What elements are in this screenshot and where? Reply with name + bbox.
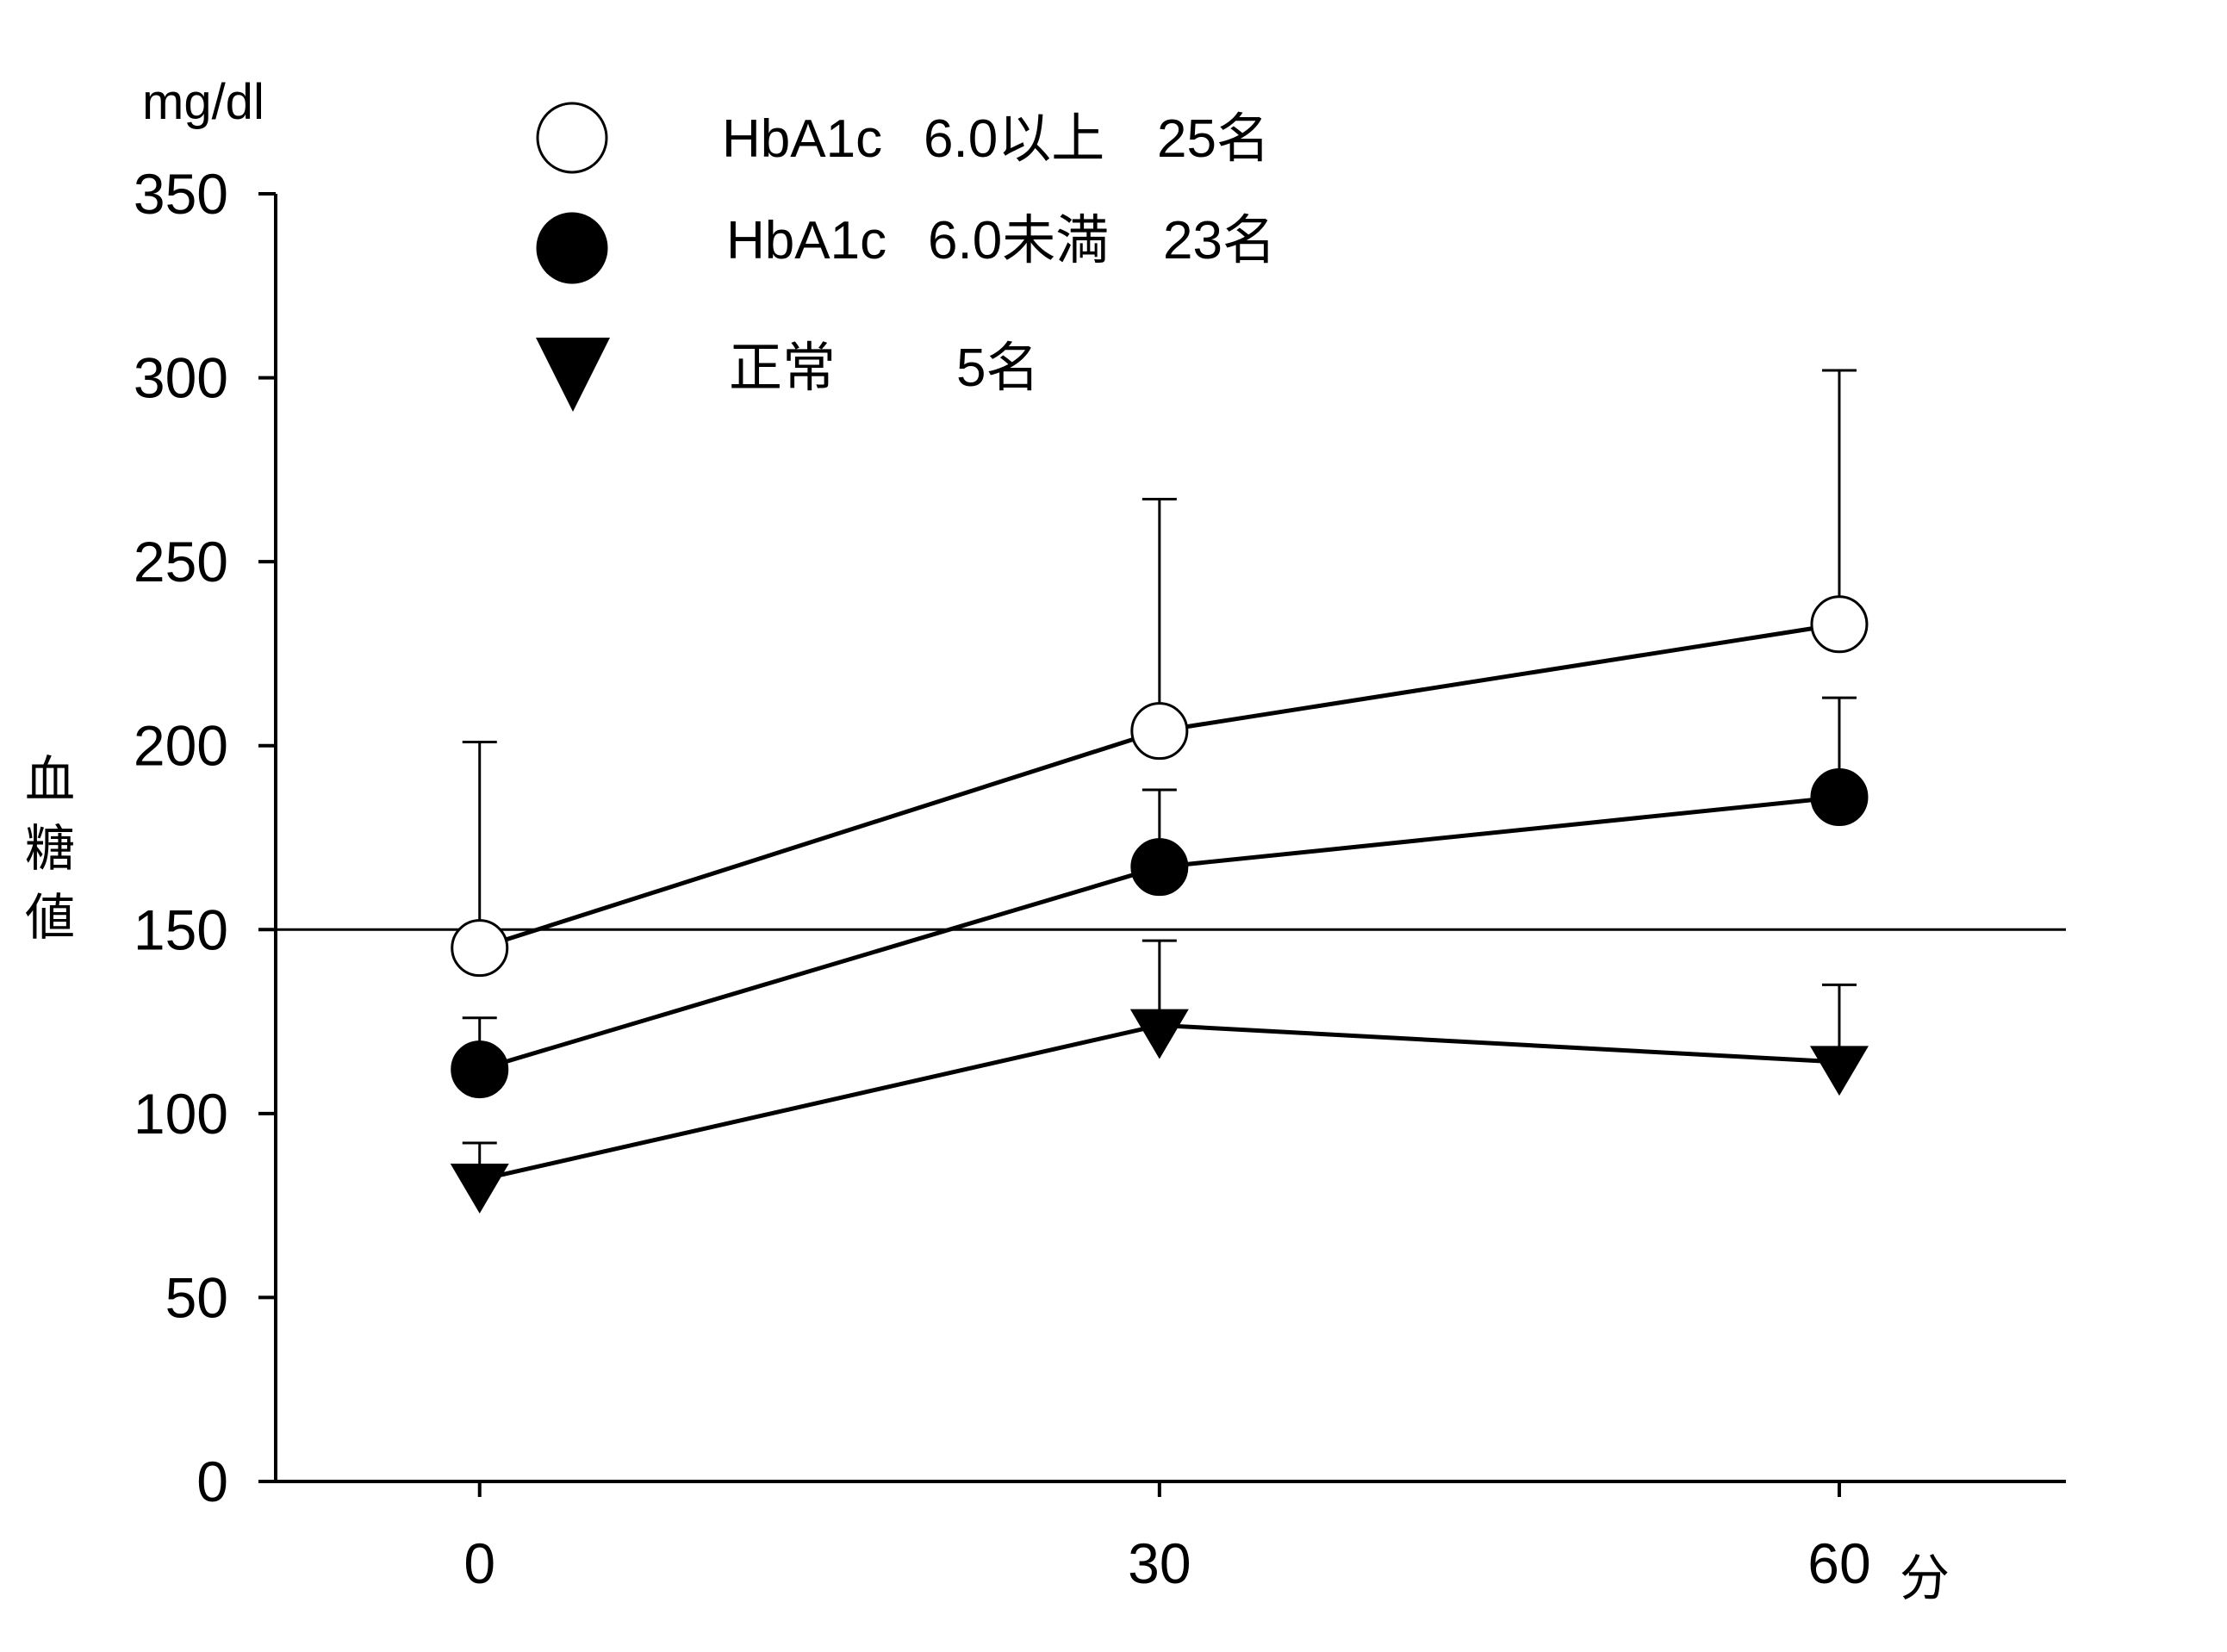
series-2-point-2 bbox=[1810, 768, 1869, 827]
y-axis-title: 血 糖 値 bbox=[25, 750, 75, 947]
y-tick-label-150: 150 bbox=[134, 897, 228, 961]
series-2-point-1 bbox=[1130, 838, 1189, 897]
legend-marker-open-circle bbox=[536, 102, 608, 174]
legend-item-2-part-1: HbA1c bbox=[726, 211, 886, 270]
legend-item-3-part-1: 正常 bbox=[729, 338, 836, 398]
legend-marker-filled-circle bbox=[536, 212, 608, 284]
y-tick-label-250: 250 bbox=[134, 530, 228, 593]
series-3 bbox=[450, 939, 1869, 1214]
series-1-point-0 bbox=[451, 919, 509, 978]
y-tick-label-0: 0 bbox=[196, 1450, 228, 1513]
y-axis-title-char-3: 値 bbox=[25, 888, 75, 947]
y-tick-label-300: 300 bbox=[134, 346, 228, 410]
legend-item-3-part-3: 5名 bbox=[956, 338, 1039, 398]
y-tick-label-50: 50 bbox=[165, 1265, 228, 1329]
legend-item-1-part-3: 25名 bbox=[1157, 109, 1270, 169]
y-tick-label-350: 350 bbox=[134, 162, 228, 226]
y-tick-label-200: 200 bbox=[134, 714, 228, 778]
series-layer bbox=[450, 369, 1869, 1214]
legend-item-1-part-1: HbA1c bbox=[722, 109, 882, 169]
x-unit-label: 分 bbox=[1900, 1549, 1950, 1607]
x-tick-group: 0 30 60 bbox=[463, 1481, 1871, 1595]
legend: HbA1c 6.0以上 25名 HbA1c 6.0未満 23名 正常 5名 bbox=[536, 102, 1276, 412]
legend-item-1: HbA1c 6.0以上 25名 bbox=[536, 102, 1270, 174]
legend-item-2-part-2: 6.0未満 bbox=[928, 211, 1109, 270]
y-axis-title-char-1: 血 bbox=[25, 750, 75, 809]
y-tick-group: 0 50 100 150 200 250 300 350 bbox=[134, 162, 276, 1513]
x-tick-label-60: 60 bbox=[1807, 1531, 1870, 1595]
series-3-point-0 bbox=[450, 1164, 509, 1214]
series-3-point-2 bbox=[1809, 1046, 1869, 1096]
x-tick-label-30: 30 bbox=[1128, 1531, 1191, 1595]
legend-item-3: 正常 5名 bbox=[536, 338, 1039, 412]
legend-item-2: HbA1c 6.0未満 23名 bbox=[536, 211, 1276, 284]
legend-item-2-part-3: 23名 bbox=[1163, 211, 1276, 270]
series-1-point-2 bbox=[1810, 595, 1869, 654]
y-axis-title-char-2: 糖 bbox=[25, 819, 75, 878]
series-1-point-1 bbox=[1130, 702, 1189, 761]
series-2-point-0 bbox=[451, 1040, 509, 1099]
legend-item-1-part-2: 6.0以上 bbox=[924, 109, 1104, 169]
legend-marker-filled-triangle-down bbox=[536, 338, 610, 412]
series-1 bbox=[451, 369, 1869, 978]
series-2 bbox=[451, 696, 1869, 1099]
x-tick-label-0: 0 bbox=[463, 1531, 495, 1595]
y-unit-label: mg/dl bbox=[142, 74, 264, 130]
y-tick-label-100: 100 bbox=[134, 1082, 228, 1146]
series-3-point-1 bbox=[1129, 1009, 1189, 1059]
